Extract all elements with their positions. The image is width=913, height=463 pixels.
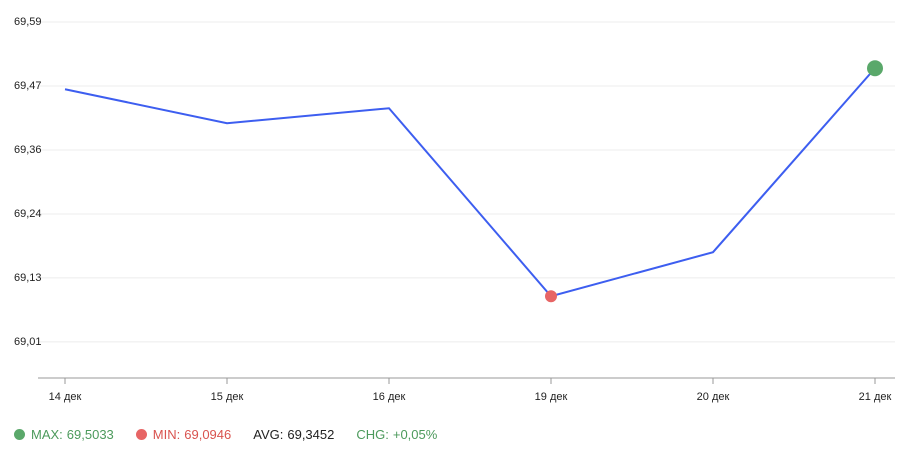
summary-dot [14,429,25,440]
summary: MAX: 69,5033 MIN: 69,0946 AVG: 69,3452 CHG: +0,… [14,427,437,442]
summary-value: 69,5033 [66,427,114,442]
x-tick-label: 14 дек [49,391,82,403]
summary-value: 69,0946 [184,427,232,442]
summary-item: MIN: 69,0946 [135,427,231,442]
x-tick-label: 19 дек [535,391,568,403]
x-tick-label: 20 дек [697,391,730,403]
summary-value: +0,05% [392,427,438,442]
summary-text: CHG: +0,05% [356,427,437,442]
min-point [545,290,557,303]
summary-value: 69,3452 [287,427,335,442]
line [64,67,876,298]
max-point [867,60,883,77]
y-tick-label: 69,01 [14,336,42,348]
summary-item: CHG: +0,05% [356,427,437,442]
y-tick-label: 69,59 [14,16,42,28]
y-tick-label: 69,13 [14,272,42,284]
summary-text: MIN: 69,0946 [153,427,231,442]
chart: 69,01 69,13 69,24 69,36 69,47 69,59 14 дек 15 д… [14,16,895,403]
y-tick-label: 69,24 [14,208,42,220]
y-tick-label: 69,36 [14,144,42,156]
summary-item: AVG: 69,3452 [253,427,334,442]
summary-text: AVG: 69,3452 [253,427,334,442]
y-tick-label: 69,47 [14,80,42,92]
summary-label: CHG: [356,427,389,442]
x-tick-label: 21 дек [859,391,892,403]
summary-item: MAX: 69,5033 [14,427,114,442]
summary-dot [135,429,147,440]
summary-label: MIN: [152,427,181,442]
summary-text: MAX: 69,5033 [31,427,114,442]
summary-label: AVG: [253,427,284,442]
summary-label: MAX: [31,427,63,442]
x-tick-label: 15 дек [211,391,244,403]
x-tick-label: 16 дек [373,391,406,403]
